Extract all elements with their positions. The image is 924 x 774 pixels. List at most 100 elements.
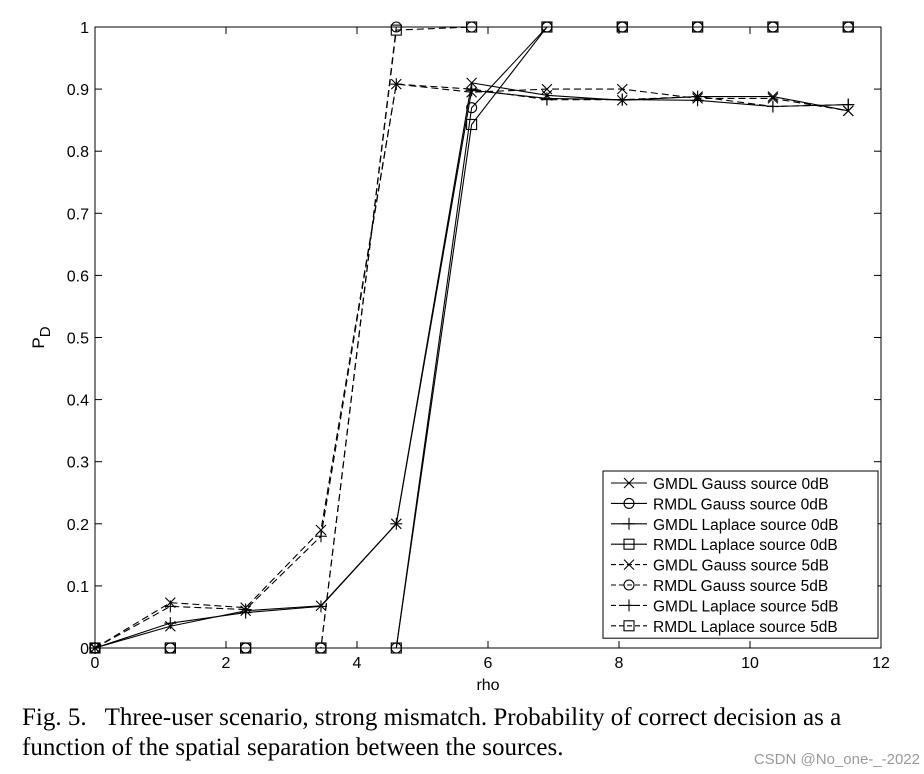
data-point [390,517,403,530]
y-tick-label: 0 [80,641,89,658]
data-point [466,118,478,131]
x-tick-label: 10 [741,655,759,672]
marker-stroke [767,91,779,102]
series-line [94,83,849,649]
legend-marker [623,517,635,530]
series-5 [89,78,854,654]
y-tick-label: 0.5 [67,331,89,348]
legend-item: RMDL Laplace source 5dB [611,619,838,636]
data-point [390,78,403,91]
chart: 0 2 4 6 8 10 12 0 0.1 0.2 0.3 0.4 0.5 0.6 0.7 0.8 0.9 1 rh… [29,20,890,694]
marker-stroke [842,105,854,117]
legend-label: RMDL Gauss source 0dB [653,496,828,513]
marker-stroke [541,83,553,95]
data-point [390,642,402,654]
legend-label: RMDL Gauss source 5dB [653,578,828,595]
watermark: CSDN @No_one-_-2022 [753,751,920,768]
data-point [767,93,779,104]
data-point [314,530,327,543]
data-point [842,21,854,33]
marker-stroke [315,524,327,536]
legend-marker [623,559,635,570]
data-point [616,93,629,106]
x-tick-label: 4 [353,655,362,672]
data-point [842,98,855,111]
legend-item: GMDL Laplace source 0dB [611,517,839,534]
y-tick-label: 0.2 [67,517,89,534]
data-point [766,100,779,113]
legend-marker [623,497,635,509]
y-tick-label: 0.9 [67,82,89,99]
legend: GMDL Gauss source 0dB RMDL Gauss source 0… [602,470,879,639]
legend-item: RMDL Gauss source 5dB [611,578,828,595]
x-tick-label: 0 [91,655,100,672]
x-tick-label: 12 [872,655,890,672]
data-point [616,21,628,33]
series-7 [89,78,855,654]
data-point [164,642,176,654]
y-axis-label-subscript: D [37,326,54,337]
data-point [466,77,478,89]
y-tick-label: 0.8 [67,144,89,161]
data-point [691,90,704,103]
legend-marker [623,620,635,632]
marker-stroke [466,77,478,89]
data-point [767,91,779,102]
legend-label: GMDL Laplace source 0dB [653,517,839,534]
y-tick-label: 0.1 [67,579,89,596]
figure-caption: Fig. 5. Three-user scenario, strong misma… [22,703,912,763]
y-axis-label-group: PD [29,326,54,348]
legend-label: RMDL Laplace source 5dB [653,619,838,636]
legend-item: GMDL Gauss source 5dB [611,558,829,575]
x-tick-label: 2 [222,655,231,672]
marker-stroke [767,93,779,104]
y-tick-label: 0.6 [67,268,89,285]
y-tick-label: 0.3 [67,455,89,472]
data-point [540,93,553,106]
legend-item: RMDL Gauss source 0dB [611,496,828,513]
y-tick-label: 1 [80,20,89,37]
legend-label: GMDL Laplace source 5dB [653,598,839,615]
data-point [466,102,478,114]
legend-label: GMDL Gauss source 0dB [653,476,829,493]
data-point [842,105,854,117]
data-point [692,21,704,33]
legend-item: GMDL Laplace source 5dB [611,598,839,615]
series-8 [89,21,854,654]
series-line [95,26,849,649]
caption-text: Three-user scenario, strong mismatch. Pr… [22,704,842,761]
legend-marker [623,538,635,550]
figure-number: Fig. 5. [22,704,87,731]
x-tick-label: 6 [484,655,493,672]
marker-stroke [623,477,635,489]
legend-label: GMDL Gauss source 5dB [653,558,829,575]
data-point [541,83,553,95]
legend-marker [623,477,635,489]
legend-item: GMDL Gauss source 0dB [611,476,829,493]
data-point [315,524,327,536]
data-point [240,642,252,654]
marker-stroke [616,83,628,95]
data-point [89,642,101,654]
legend-box [602,470,879,639]
data-point [767,21,779,33]
data-point [541,21,553,33]
data-point [465,83,478,96]
y-tick-label: 0.4 [67,393,89,410]
data-point [315,642,327,654]
x-axis-label: rho [476,677,499,694]
data-point [164,600,177,613]
data-point [164,617,177,630]
data-point [390,24,402,36]
x-tick-label: 8 [615,655,624,672]
data-point [466,21,478,33]
legend-item: RMDL Laplace source 0dB [611,537,838,554]
marker-stroke [623,559,635,570]
series-line [94,83,849,649]
y-tick-label: 0.7 [67,206,89,223]
legend-label: RMDL Laplace source 0dB [653,537,838,554]
data-point [239,603,252,616]
legend-marker [623,579,635,591]
data-point [314,600,327,613]
data-point [616,83,628,95]
